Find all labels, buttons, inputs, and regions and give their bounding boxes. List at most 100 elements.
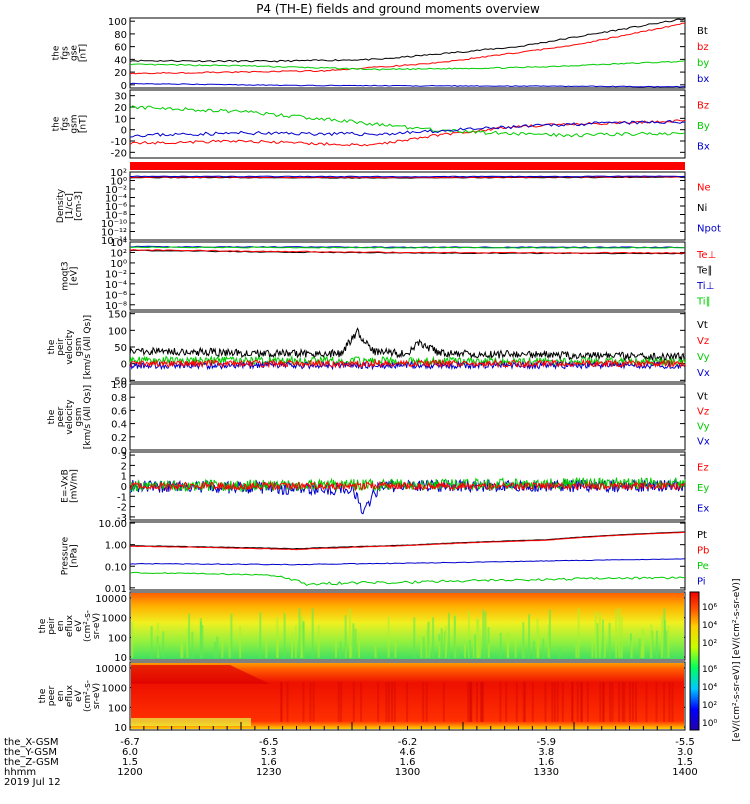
series-Ni-path	[129, 176, 686, 179]
series-Ti-par	[129, 246, 686, 249]
spectrogram-streak	[387, 682, 390, 722]
spectrogram-streak	[635, 682, 637, 722]
x-tick-label: 1230	[256, 767, 281, 778]
spectrogram-streak	[467, 682, 470, 722]
x-row-label: the_Y-GSM	[4, 747, 57, 758]
spectrogram-streak	[656, 630, 658, 658]
spectrogram-streak	[533, 641, 535, 658]
spectrogram-streak	[443, 631, 446, 658]
y-axis-label: gsm	[74, 407, 84, 426]
panel-frame	[129, 171, 686, 241]
y-tick-label: 10²	[110, 248, 127, 259]
legend-entry: by	[697, 58, 709, 69]
spectrogram-streak	[453, 616, 456, 658]
spectrogram-streak	[665, 630, 668, 658]
y-tick-label: 10⁻¹⁴	[101, 236, 127, 247]
spectrogram-streak	[506, 634, 509, 658]
y-axis-label: the	[38, 618, 48, 633]
spectrogram-streak	[479, 639, 482, 658]
legend-entry: Vz	[697, 336, 709, 347]
plot-title: P4 (TH-E) fields and ground moments over…	[256, 2, 540, 16]
y-axis-label: eflux	[65, 614, 75, 637]
spectrogram-streak	[201, 625, 204, 658]
spectrogram-streak	[180, 634, 183, 658]
spectrogram-streak	[618, 682, 621, 722]
legend-entry: Pt	[697, 530, 707, 541]
spectrogram-streak	[340, 682, 343, 722]
spectrogram-streak	[576, 682, 579, 722]
spectrogram-streak	[283, 613, 286, 658]
spectrogram-streak	[374, 645, 377, 658]
y-tick-label: 10⁻²	[105, 185, 127, 196]
spectrogram-streak	[581, 682, 583, 722]
spectrogram-streak	[499, 682, 502, 722]
series-Pi-path	[129, 558, 686, 566]
x-tick-label: 5.3	[261, 747, 277, 758]
legend-entry: By	[697, 121, 710, 132]
spectrogram-streak	[393, 682, 396, 722]
y-axis-label: Pressure	[61, 536, 71, 575]
y-tick-label: 0.0	[111, 446, 127, 457]
spectrogram-streak	[620, 615, 623, 658]
spectrogram-streak	[377, 682, 380, 722]
colorbar-tick-label: 10⁴	[702, 621, 717, 631]
spectrogram-streak	[468, 639, 471, 658]
spectrogram-streak	[480, 682, 483, 722]
y-tick-label: 10	[114, 114, 127, 125]
spectrogram-streak	[158, 645, 160, 658]
spectrogram-streak	[406, 682, 409, 722]
spectrogram-streak	[312, 682, 315, 722]
x-row-label: the_Z-GSM	[4, 757, 59, 768]
spectrogram-streak	[216, 636, 219, 658]
legend-entry: Ex	[697, 504, 709, 515]
y-axis-label: [km/s (All Qs)]	[83, 315, 93, 379]
colorbar-tick-label: 10²	[702, 639, 717, 649]
panel-peer-eflux: 10 100 1000 10000 the peer en eflux eV (cm²-s-sr-…	[38, 661, 686, 734]
spectrogram-streak	[422, 636, 425, 658]
spectrogram-streak	[186, 628, 189, 658]
y-axis-label: velocity	[65, 399, 75, 435]
y-tick-label: 50	[114, 343, 127, 354]
spectrogram-streak	[294, 625, 297, 658]
spectrogram-streak	[577, 608, 580, 658]
y-tick-label: 0.6	[111, 406, 127, 417]
spectrogram-streak	[199, 618, 202, 658]
legend-entry: bx	[697, 74, 709, 85]
spectrogram-streak	[302, 620, 305, 658]
y-axis-label: [nPa]	[70, 544, 80, 567]
y-axis-label: fgs	[61, 46, 71, 60]
y-tick-label: 10⁻¹²	[101, 228, 127, 239]
spectrogram-streak	[317, 624, 320, 658]
series-By-path	[129, 105, 686, 138]
legend-entry: Npot	[697, 224, 721, 235]
x-tick-label: -6.5	[259, 737, 279, 748]
spectrogram-streak	[354, 628, 357, 658]
series-Ez-path	[129, 480, 686, 492]
spectrogram-fill	[131, 593, 684, 659]
spectrogram-streak	[349, 608, 351, 658]
spectrogram-streak	[156, 636, 159, 658]
spectrogram-streak	[602, 682, 605, 722]
y-tick-label: 30	[114, 92, 127, 103]
y-axis-label: en	[56, 620, 66, 631]
series-Te-perp-path	[129, 249, 686, 254]
panel-peir-velocity: -50 0 50 100 150 the peir velocity gsm [km/s (All…	[47, 310, 710, 388]
spectrogram-streak	[655, 682, 658, 722]
y-tick-label: 10⁻⁴	[105, 280, 127, 291]
spectrogram-streak	[280, 682, 283, 722]
spectrogram-streak	[464, 644, 466, 658]
spectrogram-streak	[630, 640, 633, 658]
series-Npot-path	[129, 175, 686, 178]
spectrogram-streak	[150, 626, 153, 658]
y-tick-label: 1.0	[111, 380, 127, 391]
series-Pt-path	[129, 531, 686, 550]
y-tick-label: 10	[114, 723, 127, 734]
spectrogram-streak	[477, 647, 480, 658]
spectrogram-region	[131, 665, 270, 684]
y-axis-label: Density	[56, 188, 66, 223]
spectrogram-streak	[259, 612, 262, 658]
spectrogram-streak	[487, 627, 490, 658]
